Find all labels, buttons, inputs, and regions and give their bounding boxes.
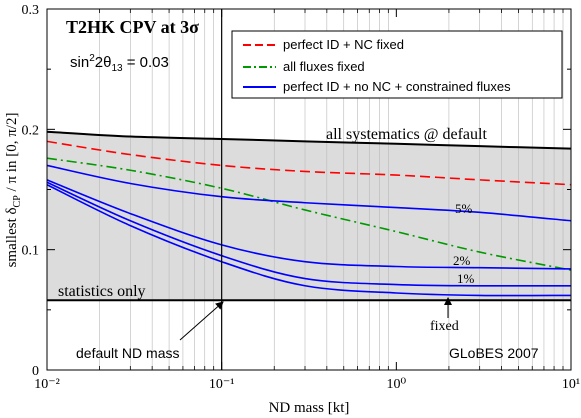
series-line-0 [47, 130, 571, 150]
credit-globes: GLoBES 2007 [449, 345, 539, 361]
y-axis-title: smallest δCP / π in [0, π/2] [4, 113, 23, 268]
label-5-percent: 5% [455, 201, 473, 216]
chart-title: T2HK CPV at 3σ [66, 17, 199, 37]
chart-subtitle: sin22θ13 = 0.03 [70, 53, 169, 74]
x-axis-title: ND mass [kt] [269, 400, 350, 416]
series-line-1 [47, 140, 571, 186]
series-line-3 [47, 164, 571, 222]
legend: perfect ID + NC fixed all fluxes fixed p… [231, 30, 563, 99]
series-line-2 [47, 157, 571, 271]
annotation-all-systematics: all systematics @ default [326, 126, 487, 143]
series-line-5 [47, 181, 571, 287]
axis-ticks [46, 8, 572, 371]
default-nd-arrow [179, 301, 224, 341]
annotation-statistics-only: statistics only [58, 283, 146, 300]
series-line-4 [47, 179, 571, 270]
y-tick-labels: 0 0.1 0.2 0.3 [22, 3, 40, 379]
x-tick-label: 10⁻² [34, 377, 60, 392]
y-tick-label: 0.3 [22, 3, 40, 18]
systematics-band [47, 131, 571, 301]
y-tick-label: 0.2 [22, 123, 40, 138]
legend-label-1: perfect ID + NC fixed [283, 37, 404, 52]
series-line-6 [47, 183, 571, 297]
x-tick-label: 10¹ [562, 377, 580, 392]
legend-label-3: perfect ID + no NC + constrained fluxes [283, 79, 511, 94]
label-fixed: fixed [430, 319, 459, 334]
label-1-percent: 1% [457, 271, 475, 286]
legend-label-2: all fluxes fixed [283, 59, 365, 74]
x-tick-label: 10⁰ [387, 377, 407, 392]
y-tick-label: 0 [32, 364, 39, 379]
label-2-percent: 2% [453, 253, 471, 268]
legend-box [231, 30, 563, 99]
label-default-nd-mass: default ND mass [76, 345, 179, 361]
x-tick-labels: 10⁻² 10⁻¹ 10⁰ 10¹ [34, 377, 580, 392]
series-lines [47, 130, 571, 302]
x-tick-label: 10⁻¹ [209, 377, 235, 392]
y-tick-label: 0.1 [22, 244, 40, 259]
